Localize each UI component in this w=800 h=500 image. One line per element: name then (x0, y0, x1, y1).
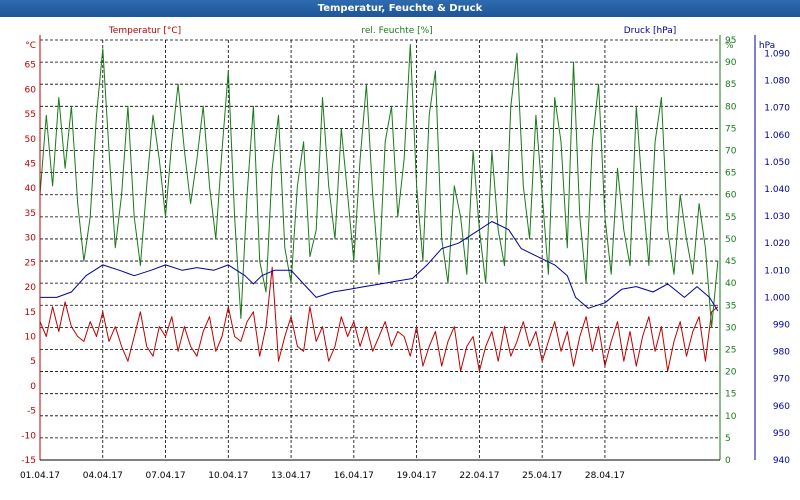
pressure-tick-label: 970 (773, 375, 790, 385)
pressure-tick-label: 1.070 (764, 104, 790, 114)
temp-tick-label: 55 (25, 110, 36, 120)
humidity-tick-label: 40 (725, 279, 737, 289)
temp-tick-label: 40 (25, 184, 37, 194)
series-line-temperature (39, 266, 719, 372)
humidity-tick-label: 60 (725, 191, 737, 201)
legend-humidity: rel. Feuchte [%] (361, 26, 432, 36)
temp-tick-label: -15 (21, 456, 36, 466)
pressure-tick-label: 1.080 (764, 77, 790, 87)
humidity-tick-label: 95 (725, 36, 736, 46)
humidity-unit-label: % (725, 41, 734, 51)
pressure-tick-label: 990 (773, 321, 790, 331)
pressure-tick-label: 960 (773, 402, 790, 412)
axis-labels: 01.04.17 04.04.17 07.04.17 10.04.17 13.04.17… (20, 26, 790, 481)
window-title: Temperatur, Feuchte & Druck (0, 0, 800, 17)
temp-tick-label: 65 (25, 61, 36, 71)
temp-tick-label: 50 (25, 135, 37, 145)
pressure-tick-label: 1.010 (764, 266, 790, 276)
humidity-tick-label: 30 (725, 323, 737, 333)
humidity-tick-label: 25 (725, 345, 736, 355)
humidity-tick-label: 5 (725, 434, 731, 444)
temp-tick-label: 5 (30, 357, 36, 367)
pressure-tick-label: 950 (773, 429, 790, 439)
x-tick-label: 16.04.17 (334, 471, 374, 481)
humidity-tick-label: 50 (725, 235, 737, 245)
temp-tick-label: 20 (25, 283, 37, 293)
x-tick-label: 19.04.17 (397, 471, 437, 481)
pressure-tick-label: 1.050 (764, 158, 790, 168)
temp-tick-label: 35 (25, 209, 36, 219)
pressure-tick-label: 1.000 (764, 293, 790, 303)
axes (39, 35, 756, 461)
temp-unit-label: °C (25, 41, 36, 51)
x-tick-label: 28.04.17 (585, 471, 625, 481)
series-lines (39, 43, 719, 372)
pressure-tick-label: 1.020 (764, 239, 790, 249)
series-line-humidity (39, 43, 719, 328)
temp-tick-label: 30 (25, 234, 37, 244)
pressure-tick-label: 1.090 (764, 50, 790, 60)
humidity-tick-label: 35 (725, 301, 736, 311)
x-tick-label: 01.04.17 (20, 471, 60, 481)
humidity-tick-label: 90 (725, 58, 737, 68)
humidity-tick-label: 65 (725, 169, 736, 179)
humidity-tick-label: 20 (725, 368, 737, 378)
temp-tick-label: 0 (30, 382, 36, 392)
temp-tick-label: 25 (25, 258, 36, 268)
x-tick-label: 22.04.17 (459, 471, 499, 481)
pressure-tick-label: 1.040 (764, 185, 790, 195)
temp-tick-label: -5 (27, 407, 36, 417)
humidity-tick-label: 75 (725, 124, 736, 134)
x-tick-label: 04.04.17 (83, 471, 123, 481)
grid (39, 39, 720, 461)
pressure-tick-label: 940 (773, 456, 790, 466)
humidity-tick-label: 85 (725, 80, 736, 90)
series-line-pressure (40, 221, 719, 312)
humidity-tick-label: 70 (725, 147, 737, 157)
x-tick-label: 13.04.17 (271, 471, 311, 481)
legend-temperature: Temperatur [°C] (108, 26, 181, 36)
humidity-tick-label: 80 (725, 102, 737, 112)
x-tick-label: 07.04.17 (145, 471, 185, 481)
pressure-unit-label: hPa (759, 41, 775, 51)
legend-pressure: Druck [hPa] (624, 26, 677, 36)
humidity-tick-label: 0 (725, 456, 731, 466)
temp-tick-label: 45 (25, 160, 36, 170)
temp-tick-label: 60 (25, 85, 37, 95)
temp-tick-label: -10 (21, 431, 36, 441)
humidity-tick-label: 15 (725, 390, 736, 400)
pressure-tick-label: 1.030 (764, 212, 790, 222)
humidity-tick-label: 45 (725, 257, 736, 267)
x-tick-label: 25.04.17 (522, 471, 562, 481)
pressure-tick-label: 980 (773, 348, 790, 358)
pressure-tick-label: 1.060 (764, 131, 790, 141)
temp-tick-label: 15 (25, 308, 36, 318)
humidity-tick-label: 55 (725, 213, 736, 223)
humidity-tick-label: 10 (725, 412, 737, 422)
x-tick-label: 10.04.17 (208, 471, 248, 481)
temp-tick-label: 10 (25, 332, 37, 342)
